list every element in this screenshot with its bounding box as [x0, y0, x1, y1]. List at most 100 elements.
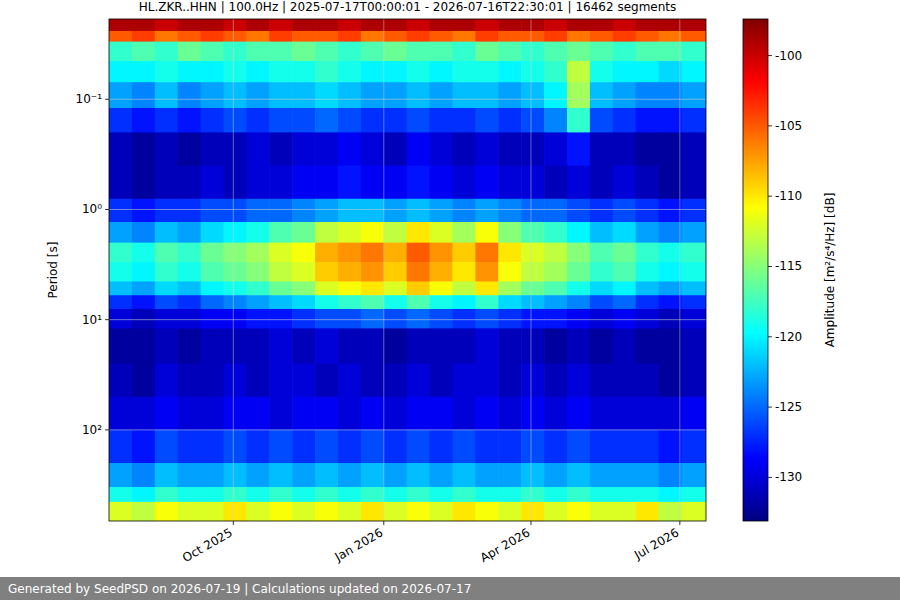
cell — [384, 19, 407, 32]
cell — [246, 132, 269, 166]
cell — [407, 463, 430, 488]
cell — [430, 199, 453, 223]
cell — [201, 430, 224, 464]
cell — [613, 463, 636, 488]
colorbar-tick-label: -115 — [775, 259, 802, 273]
cell — [132, 281, 155, 295]
grid-line — [109, 319, 706, 320]
grid-line — [383, 19, 384, 521]
cell — [475, 430, 498, 464]
cell — [246, 309, 269, 329]
cell — [246, 166, 269, 200]
cell — [498, 42, 521, 62]
cell — [659, 309, 682, 329]
cell — [292, 502, 315, 521]
cell — [544, 295, 567, 309]
cell — [498, 243, 521, 263]
cell — [659, 166, 682, 200]
cell — [521, 328, 544, 364]
footer: Generated by SeedPSD on 2026-07-19 | Cal… — [8, 582, 471, 596]
cell — [132, 82, 155, 108]
cell — [201, 82, 224, 108]
cell — [590, 328, 613, 364]
cell — [361, 166, 384, 200]
cell — [201, 502, 224, 521]
cell — [475, 108, 498, 133]
cell — [223, 222, 246, 243]
cell — [178, 61, 201, 83]
cell — [521, 309, 544, 329]
cell — [407, 243, 430, 263]
cell — [681, 108, 706, 133]
cell — [498, 31, 521, 42]
cell — [132, 487, 155, 502]
cell — [223, 364, 246, 398]
cell — [452, 31, 475, 42]
cell — [201, 31, 224, 42]
cell — [430, 309, 453, 329]
cell — [544, 262, 567, 282]
cell — [521, 262, 544, 282]
cell — [567, 430, 590, 464]
cell — [430, 487, 453, 502]
cell — [269, 295, 292, 309]
cell — [384, 309, 407, 329]
cell — [430, 397, 453, 431]
cell — [201, 364, 224, 398]
cell — [636, 397, 659, 431]
cell — [269, 328, 292, 364]
cell — [338, 19, 361, 32]
cell — [132, 132, 155, 166]
cell — [155, 397, 178, 431]
cell — [407, 31, 430, 42]
cell — [659, 222, 682, 243]
cell — [338, 430, 361, 464]
cell — [109, 61, 132, 83]
cell — [544, 42, 567, 62]
cell — [475, 199, 498, 223]
cell — [613, 487, 636, 502]
cell — [155, 166, 178, 200]
cell — [590, 364, 613, 398]
cell — [659, 108, 682, 133]
cell — [361, 463, 384, 488]
cell — [407, 199, 430, 223]
cell — [567, 309, 590, 329]
cell — [590, 166, 613, 200]
cell — [475, 19, 498, 32]
cell — [384, 397, 407, 431]
cell — [155, 364, 178, 398]
cell — [407, 262, 430, 282]
cell — [315, 166, 338, 200]
cell — [155, 262, 178, 282]
cell — [338, 166, 361, 200]
cell — [407, 82, 430, 108]
cell — [452, 222, 475, 243]
cell — [384, 42, 407, 62]
x-tick — [530, 521, 531, 525]
cell — [659, 132, 682, 166]
cell — [475, 295, 498, 309]
cell — [498, 487, 521, 502]
cell — [315, 262, 338, 282]
cell — [338, 328, 361, 364]
cell — [544, 243, 567, 263]
cell — [407, 61, 430, 83]
cell — [681, 19, 706, 32]
cell — [178, 199, 201, 223]
cell — [407, 295, 430, 309]
cell — [430, 132, 453, 166]
cell — [659, 463, 682, 488]
x-tick — [679, 521, 680, 525]
cell — [361, 430, 384, 464]
grid-line — [109, 429, 706, 430]
cell — [636, 42, 659, 62]
cell — [338, 309, 361, 329]
cell — [269, 463, 292, 488]
cell — [292, 328, 315, 364]
cell — [361, 132, 384, 166]
cell — [544, 61, 567, 83]
cell — [109, 502, 132, 521]
cell — [430, 463, 453, 488]
cell — [155, 309, 178, 329]
